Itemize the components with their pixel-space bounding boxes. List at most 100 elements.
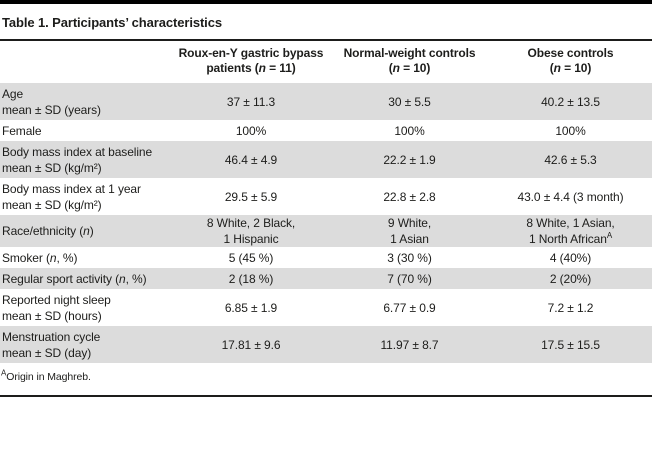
cell-value: 9 White, 1 Asian bbox=[330, 215, 489, 247]
cell-value: 100% bbox=[489, 123, 652, 139]
table-row: Body mass index at 1 year mean ± SD (kg/m… bbox=[0, 178, 652, 215]
cell-value-line: 37 ± 11.3 bbox=[226, 94, 276, 109]
column-header-line1: Normal-weight controls bbox=[343, 46, 476, 60]
table-footnote: AOrigin in Maghreb. bbox=[1, 368, 91, 383]
column-header-1: Roux-en-Y gastric bypass patients (n = 11… bbox=[172, 46, 330, 76]
row-label-line: Regular sport activity (n, %) bbox=[2, 271, 147, 286]
table-header-row: Roux-en-Y gastric bypass patients (n = 11… bbox=[0, 41, 652, 83]
cell-value: 2 (20%) bbox=[489, 271, 652, 287]
top-border-bar bbox=[0, 0, 652, 4]
column-header-line2: (n = 10) bbox=[388, 61, 431, 75]
cell-value: 5 (45 %) bbox=[172, 250, 330, 266]
bottom-rule-wrap bbox=[0, 384, 652, 397]
row-label-line: mean ± SD (kg/m²) bbox=[2, 160, 102, 175]
cell-value: 17.5 ± 15.5 bbox=[489, 337, 652, 353]
column-header-2: Normal-weight controls (n = 10) bbox=[330, 46, 489, 76]
column-header-line2: patients (n = 11) bbox=[206, 61, 296, 75]
row-label: Body mass index at 1 year mean ± SD (kg/m… bbox=[0, 178, 172, 215]
cell-value-line: 29.5 ± 5.9 bbox=[224, 189, 278, 204]
cell-value-line: 9 White, bbox=[387, 216, 432, 230]
row-label-line: Female bbox=[2, 123, 42, 138]
row-label-line: mean ± SD (kg/m²) bbox=[2, 197, 102, 212]
table-row: Body mass index at baseline mean ± SD (kg… bbox=[0, 141, 652, 178]
cell-value: 8 White, 1 Asian, 1 North AfricanA bbox=[489, 215, 652, 247]
row-label-line: Race/ethnicity (n) bbox=[2, 224, 94, 238]
cell-value-line: 46.4 ± 4.9 bbox=[224, 152, 278, 167]
row-label: Age mean ± SD (years) bbox=[0, 83, 172, 120]
cell-value-line: 8 White, 2 Black, bbox=[206, 216, 296, 230]
cell-value-line: 1 Asian bbox=[390, 232, 429, 246]
table-body: Age mean ± SD (years) 37 ± 11.3 30 ± 5.5 40.… bbox=[0, 83, 652, 363]
row-label-line: Reported night sleep bbox=[2, 292, 111, 307]
cell-value-line: 7 (70 %) bbox=[387, 271, 432, 286]
row-label: Female bbox=[0, 120, 172, 141]
cell-value-line: 100% bbox=[555, 123, 586, 138]
cell-value-line: 7.2 ± 1.2 bbox=[547, 300, 594, 315]
cell-value-line: 6.77 ± 0.9 bbox=[383, 300, 436, 315]
cell-value-line: 8 White, 1 Asian, bbox=[526, 216, 615, 230]
row-label-line: Age bbox=[2, 86, 24, 101]
cell-value: 46.4 ± 4.9 bbox=[172, 152, 330, 168]
cell-value: 7 (70 %) bbox=[330, 271, 489, 287]
row-label: Regular sport activity (n, %) bbox=[0, 268, 172, 289]
cell-value: 37 ± 11.3 bbox=[172, 94, 330, 110]
table-title: Table 1. Participants’ characteristics bbox=[2, 15, 222, 30]
divider-under-title bbox=[0, 39, 652, 41]
cell-value: 42.6 ± 5.3 bbox=[489, 152, 652, 168]
cell-value-line: 5 (45 %) bbox=[228, 250, 274, 265]
column-header-line1: Obese controls bbox=[527, 46, 614, 60]
row-label-line: Body mass index at 1 year bbox=[2, 181, 141, 196]
cell-value: 17.81 ± 9.6 bbox=[172, 337, 330, 353]
cell-value: 29.5 ± 5.9 bbox=[172, 189, 330, 205]
cell-value-line: 42.6 ± 5.3 bbox=[544, 152, 597, 167]
cell-value-line: 4 (40%) bbox=[549, 250, 592, 265]
cell-value: 100% bbox=[330, 123, 489, 139]
column-header-3: Obese controls (n = 10) bbox=[489, 46, 652, 76]
cell-value-line: 1 North AfricanA bbox=[528, 231, 613, 247]
table-row: Reported night sleep mean ± SD (hours) 6.8… bbox=[0, 289, 652, 326]
cell-value: 2 (18 %) bbox=[172, 271, 330, 287]
cell-value: 22.2 ± 1.9 bbox=[330, 152, 489, 168]
cell-value: 3 (30 %) bbox=[330, 250, 489, 266]
row-label-line: mean ± SD (day) bbox=[2, 345, 92, 360]
cell-value-line: 17.5 ± 15.5 bbox=[541, 337, 600, 352]
table-row: Smoker (n, %) 5 (45 %) 3 (30 %) 4 (40%) bbox=[0, 247, 652, 268]
cell-value-line: 100% bbox=[394, 123, 425, 138]
cell-value: 7.2 ± 1.2 bbox=[489, 300, 652, 316]
table-row: Female 100% 100% 100% bbox=[0, 120, 652, 141]
row-label-line: Menstruation cycle bbox=[2, 329, 101, 344]
row-label-line: mean ± SD (hours) bbox=[2, 308, 102, 323]
cell-value: 40.2 ± 13.5 bbox=[489, 94, 652, 110]
cell-value-line: 1 Hispanic bbox=[223, 232, 279, 246]
cell-value-line: 2 (20%) bbox=[549, 271, 592, 286]
row-label: Smoker (n, %) bbox=[0, 247, 172, 268]
divider-bottom bbox=[0, 395, 652, 397]
cell-value-line: 6.85 ± 1.9 bbox=[224, 300, 278, 315]
cell-value-line: 3 (30 %) bbox=[387, 250, 432, 265]
cell-value: 8 White, 2 Black, 1 Hispanic bbox=[172, 215, 330, 247]
row-label: Menstruation cycle mean ± SD (day) bbox=[0, 326, 172, 363]
table-row: Menstruation cycle mean ± SD (day) 17.81 ±… bbox=[0, 326, 652, 363]
row-label: Race/ethnicity (n) bbox=[0, 221, 172, 242]
cell-value: 43.0 ± 4.4 (3 month) bbox=[489, 189, 652, 205]
cell-value: 22.8 ± 2.8 bbox=[330, 189, 489, 205]
row-label: Reported night sleep mean ± SD (hours) bbox=[0, 289, 172, 326]
cell-value-line: 2 (18 %) bbox=[228, 271, 274, 286]
column-header-line2: (n = 10) bbox=[549, 61, 592, 75]
cell-value-line: 22.8 ± 2.8 bbox=[383, 189, 436, 204]
table-row: Race/ethnicity (n) 8 White, 2 Black, 1 His… bbox=[0, 215, 652, 247]
cell-value: 30 ± 5.5 bbox=[330, 94, 489, 110]
cell-value: 4 (40%) bbox=[489, 250, 652, 266]
column-header-line1: Roux-en-Y gastric bypass bbox=[178, 46, 324, 60]
cell-value-line: 100% bbox=[235, 123, 267, 138]
cell-value-line: 30 ± 5.5 bbox=[388, 94, 431, 109]
row-label-line: mean ± SD (years) bbox=[2, 102, 101, 117]
cell-value: 6.77 ± 0.9 bbox=[330, 300, 489, 316]
row-label-line: Body mass index at baseline bbox=[2, 144, 153, 159]
table-row: Age mean ± SD (years) 37 ± 11.3 30 ± 5.5 40.… bbox=[0, 83, 652, 120]
cell-value-line: 40.2 ± 13.5 bbox=[541, 94, 600, 109]
table-row: Regular sport activity (n, %) 2 (18 %) 7 (… bbox=[0, 268, 652, 289]
cell-value-line: 11.97 ± 8.7 bbox=[380, 337, 439, 352]
cell-value-line: 22.2 ± 1.9 bbox=[383, 152, 436, 167]
row-label-line: Smoker (n, %) bbox=[2, 250, 78, 265]
